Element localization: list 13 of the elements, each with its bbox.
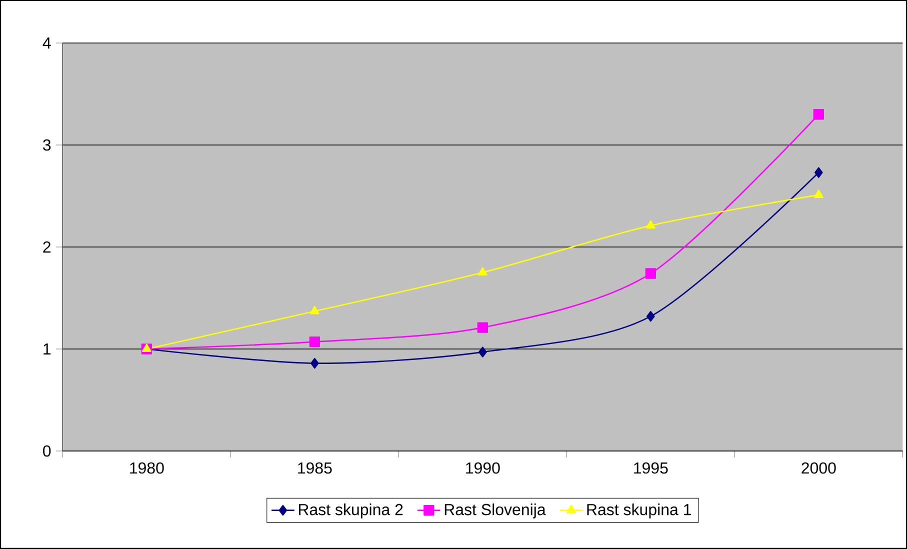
legend-label: Rast skupina 2 bbox=[298, 504, 403, 518]
y-tick-label: 3 bbox=[43, 139, 51, 151]
y-tick-label: 1 bbox=[44, 343, 51, 354]
x-tick-label: 1995 bbox=[634, 462, 668, 474]
x-tick-label: 1985 bbox=[298, 462, 332, 474]
x-tick-label: 1980 bbox=[130, 462, 164, 474]
legend-label: Rast skupina 1 bbox=[587, 504, 691, 518]
y-tick-label: 4 bbox=[42, 37, 51, 48]
y-tick-label: 2 bbox=[43, 241, 50, 253]
y-tick-label: 0 bbox=[43, 445, 51, 457]
legend-label: Rast Slovenija bbox=[444, 504, 546, 518]
x-tick-label: 2000 bbox=[802, 462, 836, 474]
x-tick-label: 1990 bbox=[466, 462, 500, 474]
